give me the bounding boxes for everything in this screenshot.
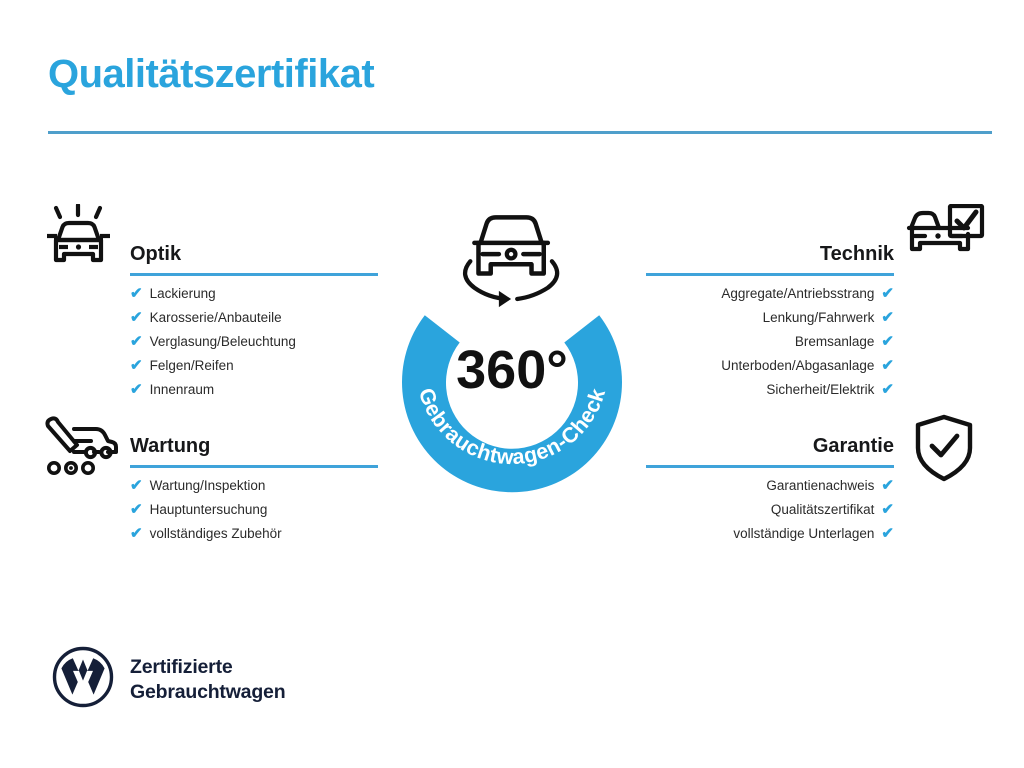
car-checkbox-icon: [906, 203, 986, 273]
list-item: ✔ Innenraum: [130, 378, 378, 402]
list-item: ✔ Karosserie/Anbauteile: [130, 306, 378, 330]
list-item: Lenkung/Fahrwerk ✔: [646, 306, 894, 330]
brand-line-1: Zertifizierte: [130, 655, 233, 678]
section-optik: Optik ✔ Lackierung ✔ Karosserie/Anbautei…: [130, 240, 378, 402]
list-item: Unterboden/Abgasanlage ✔: [646, 354, 894, 378]
check-icon: ✔: [881, 284, 894, 302]
list-item-label: Karosserie/Anbauteile: [149, 310, 282, 325]
check-icon: ✔: [881, 524, 894, 542]
list-item-label: Unterboden/Abgasanlage: [721, 358, 875, 373]
check-icon: ✔: [881, 308, 894, 326]
list-item-label: Bremsanlage: [794, 334, 875, 349]
section-header-garantie: Garantie: [646, 432, 894, 474]
list-item: ✔ Verglasung/Beleuchtung: [130, 330, 378, 354]
check-icon: ✔: [881, 380, 894, 398]
list-item: vollständige Unterlagen ✔: [646, 522, 894, 546]
list-item: ✔ Hauptuntersuchung: [130, 498, 378, 522]
brand-text: Zertifizierte Gebrauchtwagen: [130, 655, 286, 705]
check-icon: ✔: [130, 356, 143, 374]
list-item-label: Innenraum: [149, 382, 215, 397]
vw-logo-icon: [52, 646, 114, 713]
section-title: Technik: [819, 243, 894, 265]
list-item-label: Wartung/Inspektion: [149, 478, 266, 493]
checklist-garantie: Garantienachweis ✔ Qualitätszertifikat ✔…: [646, 474, 894, 546]
section-header-technik: Technik: [646, 240, 894, 282]
car-rotate-360-icon: [463, 215, 560, 308]
list-item-label: Felgen/Reifen: [149, 358, 234, 373]
check-icon: ✔: [130, 332, 143, 350]
list-item: ✔ vollständiges Zubehör: [130, 522, 378, 546]
check-icon: ✔: [130, 476, 143, 494]
list-item-label: Lenkung/Fahrwerk: [762, 310, 875, 325]
check-icon: ✔: [130, 284, 143, 302]
check-icon: ✔: [130, 524, 143, 542]
page-title: Qualitätszertifikat: [48, 52, 375, 96]
check-icon: ✔: [881, 500, 894, 518]
checklist-technik: Aggregate/Antriebsstrang ✔ Lenkung/Fahrw…: [646, 282, 894, 402]
section-title: Optik: [130, 243, 182, 265]
section-technik: Technik Aggregate/Antriebsstrang ✔ Lenku…: [646, 240, 894, 402]
list-item: Bremsanlage ✔: [646, 330, 894, 354]
list-item-label: vollständige Unterlagen: [733, 526, 875, 541]
check-icon: ✔: [130, 308, 143, 326]
list-item: Qualitätszertifikat ✔: [646, 498, 894, 522]
list-item: Sicherheit/Elektrik ✔: [646, 378, 894, 402]
check-icon: ✔: [130, 380, 143, 398]
section-header-wartung: Wartung: [130, 432, 378, 474]
badge-360-gebrauchtwagen-check: Gebrauchtwagen-Check 360°: [372, 192, 652, 502]
section-title: Wartung: [130, 435, 211, 457]
section-title: Garantie: [812, 435, 894, 457]
section-garantie: Garantie Garantienachweis ✔ Qualitätszer…: [646, 432, 894, 546]
list-item-label: vollständiges Zubehör: [149, 526, 282, 541]
list-item: ✔ Felgen/Reifen: [130, 354, 378, 378]
title-divider: [48, 131, 992, 134]
list-item: Garantienachweis ✔: [646, 474, 894, 498]
checklist-optik: ✔ Lackierung ✔ Karosserie/Anbauteile ✔ V…: [130, 282, 378, 402]
section-wartung: Wartung ✔ Wartung/Inspektion ✔ Hauptunte…: [130, 432, 378, 546]
list-item-label: Hauptuntersuchung: [149, 502, 268, 517]
ring-shape: [402, 315, 622, 493]
section-header-optik: Optik: [130, 240, 378, 282]
shield-check-icon: [912, 414, 976, 487]
list-item: ✔ Wartung/Inspektion: [130, 474, 378, 498]
check-icon: ✔: [881, 356, 894, 374]
list-item-label: Garantienachweis: [766, 478, 875, 493]
list-item: Aggregate/Antriebsstrang ✔: [646, 282, 894, 306]
car-front-shine-icon: [44, 202, 116, 275]
brand-line-2: Gebrauchtwagen: [130, 680, 286, 703]
section-divider: [646, 273, 894, 276]
list-item-label: Verglasung/Beleuchtung: [149, 334, 296, 349]
checklist-wartung: ✔ Wartung/Inspektion ✔ Hauptuntersuchung…: [130, 474, 378, 546]
section-divider: [130, 465, 378, 468]
list-item-label: Aggregate/Antriebsstrang: [721, 286, 875, 301]
brand-footer: Zertifizierte Gebrauchtwagen: [52, 646, 286, 713]
badge-value: 360°: [456, 340, 568, 400]
check-icon: ✔: [130, 500, 143, 518]
wrench-car-service-icon: [44, 416, 120, 483]
list-item-label: Sicherheit/Elektrik: [766, 382, 875, 397]
list-item-label: Lackierung: [149, 286, 216, 301]
list-item-label: Qualitätszertifikat: [770, 502, 875, 517]
check-icon: ✔: [881, 332, 894, 350]
section-divider: [646, 465, 894, 468]
section-divider: [130, 273, 378, 276]
list-item: ✔ Lackierung: [130, 282, 378, 306]
check-icon: ✔: [881, 476, 894, 494]
